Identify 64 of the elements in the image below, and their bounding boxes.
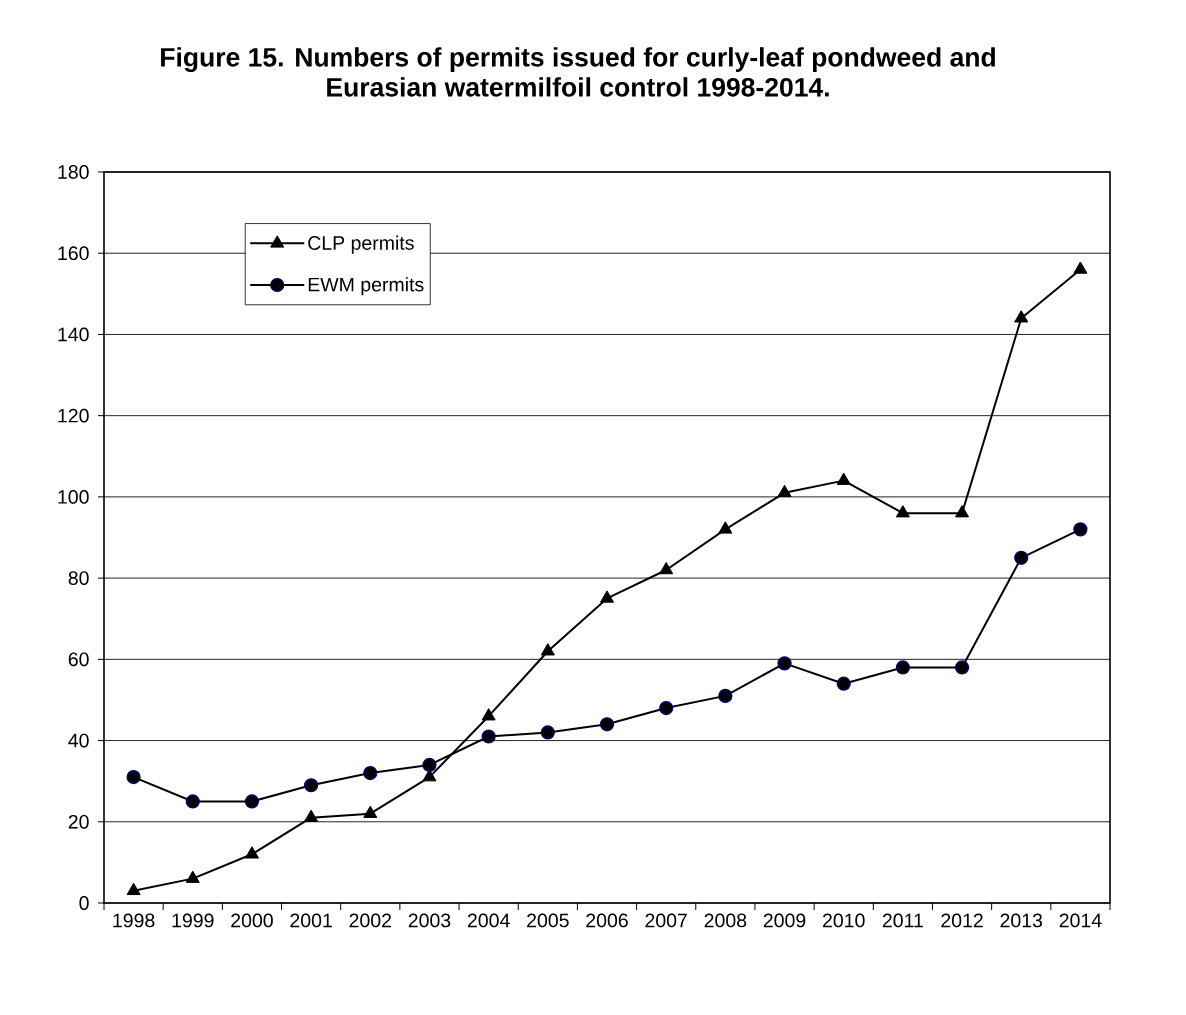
x-tick-label: 2005 (527, 913, 569, 928)
x-tick-label: 2000 (231, 913, 273, 928)
y-tick-label: 20 (68, 814, 89, 829)
y-tick-label: 100 (58, 489, 89, 504)
point (954, 660, 970, 675)
point (659, 700, 674, 716)
point (185, 870, 200, 883)
point (955, 505, 970, 518)
point (363, 765, 378, 781)
point (422, 757, 437, 773)
x-tick-label: 2006 (586, 913, 628, 928)
point (1014, 550, 1029, 565)
point (304, 778, 319, 793)
x-tick-label: 2011 (882, 913, 923, 928)
y-tick-label: 40 (68, 733, 89, 748)
x-tick-label: 2008 (704, 913, 747, 928)
point (126, 882, 141, 896)
point (422, 769, 437, 782)
point (777, 484, 792, 498)
x-tick-label: 2010 (823, 913, 865, 928)
point (304, 809, 319, 822)
point (363, 805, 378, 818)
point (718, 688, 733, 703)
point (895, 660, 910, 675)
point (836, 472, 851, 485)
point (540, 725, 555, 740)
chart-title: Figure 15. Numbers of permits issued for curly-leaf pondweed and Eurasian watermilfoil control 1998-2014. (161, 47, 995, 97)
x-tick-label: 2004 (467, 913, 510, 928)
point (481, 708, 496, 721)
point (718, 521, 733, 534)
point (185, 794, 200, 809)
point (1073, 522, 1088, 537)
point (777, 656, 792, 671)
x-tick-label: 1998 (113, 913, 155, 928)
point (1073, 261, 1088, 274)
point (481, 729, 496, 744)
x-tick-label: 2007 (645, 913, 687, 928)
point (600, 590, 614, 603)
point (126, 770, 141, 785)
y-tick-label: 180 (58, 165, 89, 179)
point (540, 643, 555, 656)
point (836, 676, 851, 691)
x-tick-label: 2002 (349, 913, 391, 928)
x-tick-label: 2009 (763, 913, 806, 928)
legend-label: EWM permits (308, 277, 424, 296)
x-tick-label: 2012 (941, 913, 983, 928)
point (659, 561, 674, 575)
x-tick-label: 2003 (408, 913, 451, 928)
point (244, 846, 259, 859)
y-tick-label: 0 (79, 896, 89, 910)
y-tick-label: 140 (58, 327, 89, 342)
y-tick-label: 160 (58, 246, 89, 261)
point (244, 794, 260, 809)
x-tick-label: 1999 (172, 913, 214, 928)
y-tick-label: 80 (68, 571, 89, 586)
x-tick-label: 2014 (1059, 913, 1102, 928)
x-tick-label: 2013 (1000, 913, 1043, 928)
legend-label: CLP permits (308, 235, 414, 254)
point (895, 505, 910, 518)
point (599, 717, 615, 732)
point (1014, 310, 1029, 323)
x-tick-label: 2001 (290, 913, 332, 928)
y-tick-label: 120 (58, 408, 89, 423)
y-tick-label: 60 (68, 652, 89, 667)
